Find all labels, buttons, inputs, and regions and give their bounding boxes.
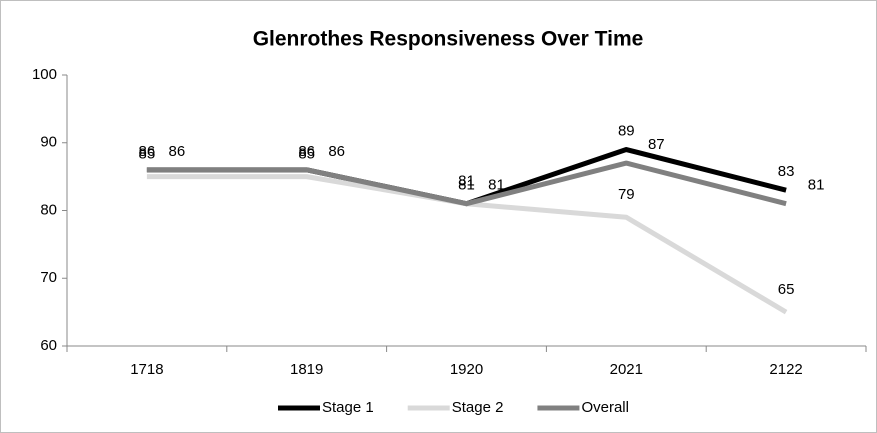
data-label: 86 [328, 143, 345, 160]
legend-label: Overall [581, 399, 629, 416]
y-tick-label: 70 [40, 269, 57, 286]
y-tick-label: 100 [32, 66, 57, 83]
x-tick-label: 2122 [769, 361, 802, 378]
data-label: 87 [648, 136, 665, 153]
legend-label: Stage 2 [452, 399, 504, 416]
x-tick-label: 2021 [610, 361, 643, 378]
data-label: 89 [618, 122, 635, 139]
data-label: 65 [778, 281, 795, 298]
data-label: 81 [488, 177, 505, 194]
data-label: 85 [298, 146, 315, 163]
legend-label: Stage 1 [322, 399, 374, 416]
x-tick-label: 1819 [290, 361, 323, 378]
data-label: 81 [458, 173, 475, 190]
data-label: 86 [139, 143, 156, 160]
data-label: 85 [139, 146, 156, 163]
data-label: 81 [458, 177, 475, 194]
y-tick-label: 60 [40, 337, 57, 354]
chart-title: Glenrothes Responsiveness Over Time [253, 28, 644, 51]
y-tick-label: 80 [40, 201, 57, 218]
y-tick-label: 90 [40, 134, 57, 151]
x-tick-label: 1718 [130, 361, 163, 378]
data-label: 79 [618, 186, 635, 203]
x-tick-label: 1920 [450, 361, 483, 378]
data-label: 81 [808, 177, 825, 194]
series-line [146, 160, 787, 207]
data-label: 86 [169, 143, 186, 160]
data-label: 86 [298, 143, 315, 160]
data-label: 83 [778, 163, 795, 180]
